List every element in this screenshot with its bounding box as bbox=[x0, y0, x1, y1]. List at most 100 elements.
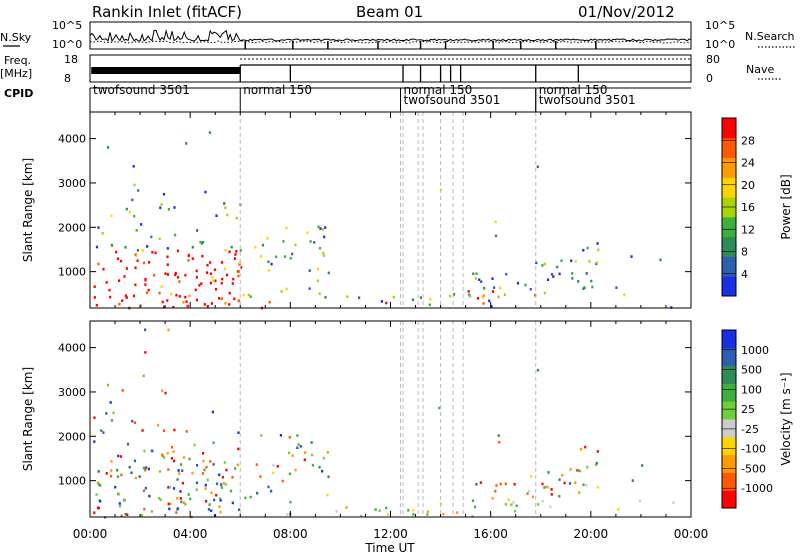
scatter-cell-212 bbox=[479, 481, 482, 484]
scatter-cell-42 bbox=[169, 502, 172, 506]
scatter-cell-129 bbox=[237, 431, 240, 434]
scatter-cell-242 bbox=[568, 482, 572, 485]
colorbar-block-9 bbox=[722, 330, 736, 349]
scatter-cell-246 bbox=[574, 481, 577, 484]
scatter-cell-237 bbox=[571, 277, 574, 280]
scatter-cell-33 bbox=[219, 510, 222, 514]
scatter-cell-142 bbox=[174, 233, 177, 237]
cpid-mode-label-1: normal 150 bbox=[243, 83, 312, 97]
scatter-cell-149 bbox=[131, 198, 134, 202]
scatter-cell-23 bbox=[209, 261, 212, 264]
scatter-cell-78 bbox=[141, 249, 144, 252]
scatter-cell-30 bbox=[177, 276, 180, 279]
scatter-cell-193 bbox=[324, 296, 327, 299]
scatter-cell-71 bbox=[238, 261, 242, 265]
nave-tick-low: 0 bbox=[706, 72, 713, 85]
scatter-cell-52 bbox=[210, 302, 213, 305]
scatter-cell-80 bbox=[205, 500, 208, 503]
scatter-cell-261 bbox=[672, 501, 675, 504]
scatter-cell-142 bbox=[93, 416, 96, 419]
scatter-cell-127 bbox=[133, 421, 137, 424]
colorbar-tick-label-6: -500 bbox=[741, 462, 766, 475]
scatter-cell-257 bbox=[596, 261, 599, 264]
scatter-cell-49 bbox=[233, 257, 236, 260]
scatter-cell-248 bbox=[582, 483, 585, 486]
colorbar-tick-label-2: 20 bbox=[741, 179, 755, 192]
scatter-cell-230 bbox=[482, 294, 485, 297]
scatter-cell-21 bbox=[167, 468, 170, 471]
scatter-cell-86 bbox=[201, 254, 204, 258]
scatter-cell-37 bbox=[206, 263, 209, 267]
scatter-cell-176 bbox=[294, 468, 297, 472]
scatter-cell-22 bbox=[209, 272, 213, 276]
scatter-cell-43 bbox=[195, 275, 198, 279]
scatter-cell-112 bbox=[207, 508, 210, 511]
scatter-cell-266 bbox=[497, 434, 500, 437]
y-tick-label-2: 3000 bbox=[58, 177, 86, 190]
scatter-cell-172 bbox=[288, 436, 291, 439]
scatter-cell-208 bbox=[476, 297, 480, 300]
scatter-cell-114 bbox=[118, 279, 121, 282]
scatter-cell-234 bbox=[558, 478, 561, 481]
scatter-cell-224 bbox=[483, 286, 486, 290]
scatter-cell-225 bbox=[513, 483, 516, 486]
velocity-colorbar-ticks: 1000 500 100 25 -25 -100 -500 -1000 bbox=[722, 344, 773, 495]
colorbar-block-0 bbox=[722, 490, 736, 509]
scatter-cell-173 bbox=[283, 255, 287, 258]
scatter-cell-147 bbox=[144, 328, 147, 332]
scatter-cell-122 bbox=[205, 271, 209, 274]
power-colorbar: 28 24 20 16 12 8 4 Power [dB] bbox=[721, 117, 793, 297]
scatter-cell-262 bbox=[630, 255, 633, 258]
power-x-ticks bbox=[89, 112, 692, 308]
scatter-cell-239 bbox=[561, 474, 564, 477]
scatter-cell-248 bbox=[574, 260, 577, 263]
scatter-cell-65 bbox=[147, 288, 150, 292]
scatter-cell-64 bbox=[108, 288, 111, 292]
colorbar-tick-label-3: 25 bbox=[741, 403, 755, 416]
scatter-cell-164 bbox=[270, 489, 273, 493]
scatter-cell-9 bbox=[166, 273, 170, 276]
scatter-cell-192 bbox=[291, 454, 294, 457]
scatter-cell-115 bbox=[172, 487, 176, 490]
x-tick-label-4: 16:00 bbox=[473, 527, 508, 541]
scatter-cell-255 bbox=[595, 262, 598, 266]
scatter-cell-217 bbox=[549, 505, 552, 509]
scatter-cell-251 bbox=[560, 259, 563, 262]
scatter-cell-73 bbox=[182, 301, 185, 304]
scatter-cell-0 bbox=[164, 272, 167, 275]
scatter-cell-18 bbox=[181, 481, 184, 485]
scatter-cell-80 bbox=[195, 298, 199, 302]
scatter-cell-45 bbox=[224, 302, 227, 305]
scatter-cell-207 bbox=[428, 303, 431, 307]
nsky-panel: N.Sky 10^5 10^0 10^5 10^0 N.Search bbox=[0, 19, 796, 51]
scatter-cell-28 bbox=[170, 292, 173, 296]
scatter-cell-165 bbox=[260, 434, 263, 437]
scatter-cell-125 bbox=[212, 441, 215, 444]
scatter-cell-166 bbox=[318, 247, 322, 250]
scatter-cell-29 bbox=[221, 475, 224, 479]
scatter-cell-194 bbox=[374, 508, 377, 511]
freq-tick-low: 8 bbox=[64, 72, 71, 85]
x-tick-label-2: 08:00 bbox=[273, 527, 308, 541]
scatter-cell-90 bbox=[206, 305, 209, 308]
scatter-cell-107 bbox=[143, 449, 146, 453]
scatter-cell-213 bbox=[471, 499, 474, 502]
scatter-cell-100 bbox=[173, 459, 176, 463]
scatter-cell-38 bbox=[115, 250, 118, 254]
scatter-cell-151 bbox=[121, 389, 124, 392]
scatter-cell-110 bbox=[185, 300, 188, 303]
scatter-cell-220 bbox=[495, 484, 498, 487]
scatter-cell-255 bbox=[594, 463, 598, 466]
nsky-tick-high: 10^5 bbox=[52, 19, 82, 32]
scatter-cell-155 bbox=[107, 146, 110, 149]
scatter-cell-114 bbox=[191, 471, 194, 475]
scatter-cell-121 bbox=[93, 296, 96, 299]
scatter-cell-167 bbox=[319, 227, 322, 230]
scatter-cell-151 bbox=[132, 165, 135, 168]
scatter-cell-195 bbox=[358, 296, 361, 300]
scatter-cell-262 bbox=[631, 479, 634, 482]
scatter-cell-145 bbox=[135, 229, 138, 232]
scatter-cell-174 bbox=[317, 225, 320, 229]
scatter-cell-178 bbox=[327, 271, 330, 275]
